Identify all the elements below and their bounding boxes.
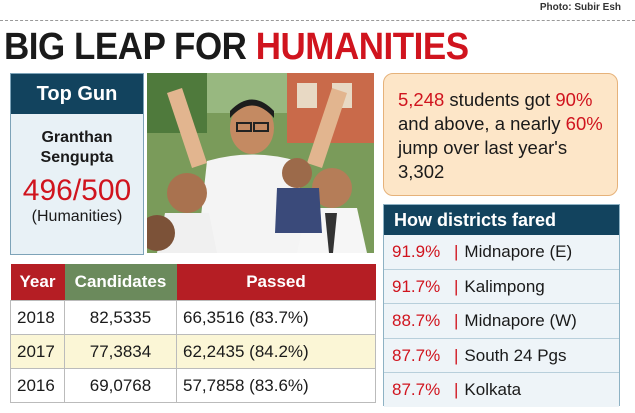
district-separator: |: [454, 276, 459, 296]
district-separator: |: [454, 242, 459, 261]
photo-illustration: [147, 73, 374, 253]
headline: BIG LEAP FOR HUMANITIES: [4, 26, 469, 68]
district-pct: 88.7%: [392, 311, 441, 331]
district-separator: |: [454, 380, 459, 400]
stat-text-2: and above, a nearly: [398, 113, 566, 134]
district-name: Midnapore (W): [464, 311, 577, 331]
cell-candidates: 82,5335: [64, 300, 177, 335]
results-table: Year Candidates Passed 2018 82,5335 66,3…: [10, 264, 376, 403]
cell-passed: 57,7858 (83.6%): [176, 368, 376, 403]
topper-last-name: Sengupta: [40, 149, 114, 166]
district-pct: 91.7%: [392, 276, 441, 296]
district-row: 91.7% | Kalimpong: [384, 269, 619, 305]
table-row: 2017 77,3834 62,2435 (84.2%): [10, 334, 376, 369]
district-row: 88.7% | Midnapore (W): [384, 304, 619, 339]
cell-candidates: 69,0768: [64, 368, 177, 403]
district-row: 87.7% | South 24 Pgs: [384, 338, 619, 374]
district-pct: 91.9%: [392, 242, 441, 261]
cell-passed: 62,2435 (84.2%): [176, 334, 376, 369]
table-row: 2016 69,0768 57,7858 (83.6%): [10, 368, 376, 403]
cell-year: 2016: [10, 368, 65, 403]
district-name: South 24 Pgs: [464, 345, 567, 365]
cell-candidates: 77,3834: [64, 334, 177, 369]
header-year: Year: [10, 264, 65, 301]
districts-title: How districts fared: [384, 205, 619, 235]
stat-text-1: students got: [444, 89, 551, 110]
headline-part2: HUMANITIES: [255, 26, 469, 68]
districts-box: How districts fared 91.9% | Midnapore (E) …: [383, 204, 620, 407]
table-row: 2018 82,5335 66,3516 (83.7%): [10, 300, 376, 335]
cell-passed: 66,3516 (83.7%): [176, 300, 376, 335]
district-row: 87.7% | Kolkata: [384, 373, 619, 407]
results-header-row: Year Candidates Passed: [10, 264, 376, 301]
stat-text-3: jump over last year's 3,302: [398, 137, 568, 182]
topper-stream: (Humanities): [31, 208, 123, 225]
divider: [0, 20, 635, 21]
district-pct: 87.7%: [392, 380, 441, 400]
header-passed: Passed: [176, 264, 376, 301]
district-name: Kolkata: [464, 380, 522, 400]
stat-pct-60: 60%: [565, 113, 603, 134]
topper-name: Granthan Sengupta: [11, 128, 143, 168]
district-pct: 87.7%: [392, 345, 441, 365]
district-name: Midnapore (E): [464, 242, 573, 261]
cell-year: 2017: [10, 334, 65, 369]
topper-score: 496/500: [22, 174, 132, 207]
stat-box: 5,248 students got 90% and above, a near…: [383, 73, 618, 196]
district-name: Kalimpong: [464, 276, 545, 296]
topper-first-name: Granthan: [41, 129, 113, 146]
district-separator: |: [454, 311, 459, 331]
celebration-photo: [147, 73, 374, 253]
headline-part1: BIG LEAP FOR: [4, 26, 256, 68]
top-gun-title: Top Gun: [11, 74, 143, 114]
district-row: 91.9% | Midnapore (E): [384, 235, 619, 270]
photo-credit: Photo: Subir Esh: [539, 2, 621, 13]
cell-year: 2018: [10, 300, 65, 335]
stat-count: 5,248: [398, 89, 445, 110]
header-candidates: Candidates: [64, 264, 177, 301]
district-separator: |: [454, 345, 459, 365]
stat-pct-90: 90%: [555, 89, 593, 110]
top-gun-box: Top Gun Granthan Sengupta 496/500 (Human…: [10, 73, 144, 255]
